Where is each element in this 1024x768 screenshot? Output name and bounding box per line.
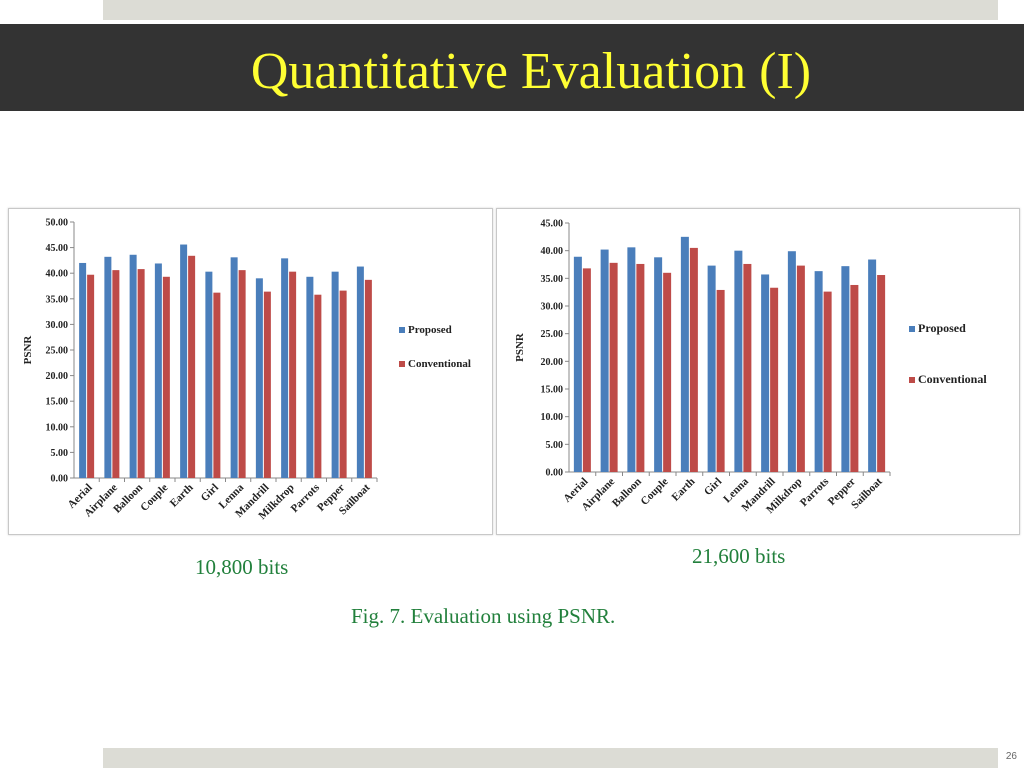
bar-conventional (636, 263, 645, 472)
x-tick-label: Parrots (798, 475, 832, 509)
y-tick-label: 15.00 (541, 385, 564, 396)
x-tick-label: Earth (670, 476, 698, 504)
y-tick-label: 5.00 (51, 448, 69, 459)
x-tick-label: Balloon (610, 476, 644, 510)
bar-conventional (339, 290, 347, 478)
bar-proposed (600, 249, 609, 472)
bar-conventional (364, 279, 372, 478)
y-tick-label: 40.00 (46, 269, 69, 280)
y-tick-label: 20.00 (46, 371, 69, 382)
y-tick-label: 45.00 (46, 243, 69, 254)
x-tick-label: Parrots (289, 481, 323, 515)
bar-conventional (582, 268, 591, 472)
bar-proposed (707, 265, 716, 472)
bar-proposed (761, 274, 770, 472)
bar-proposed (104, 256, 112, 478)
bar-proposed (205, 271, 213, 478)
bar-conventional (796, 265, 805, 472)
y-tick-label: 40.00 (541, 246, 564, 257)
bar-proposed (573, 256, 582, 472)
bar-conventional (162, 276, 170, 478)
bar-conventional (823, 291, 832, 472)
legend-label-proposed: Proposed (918, 321, 966, 335)
caption-21600-bits: 21,600 bits (692, 544, 786, 568)
bar-proposed (154, 263, 162, 478)
bar-proposed (841, 266, 850, 472)
bar-proposed (306, 276, 314, 478)
bar-conventional (289, 271, 297, 478)
bar-proposed (129, 254, 137, 478)
slide-title: Quantitative Evaluation (I) (250, 43, 812, 100)
legend-swatch-conventional (909, 377, 915, 383)
psnr-chart-10800-svg: 0.00 5.00 10.00 15.00 20.00 25.00 30.00 35.00 40… (22, 218, 471, 522)
figure-caption: Fig. 7. Evaluation using PSNR. (351, 604, 616, 628)
y-tick-label: 35.00 (541, 274, 564, 285)
bar-proposed (787, 251, 796, 472)
y-axis-label: PSNR (514, 332, 526, 362)
bar-conventional (689, 247, 698, 472)
bottom-decor-strip (103, 748, 998, 768)
bar-proposed (734, 250, 743, 472)
y-tick-label: 50.00 (46, 218, 69, 229)
bar-conventional (213, 292, 221, 478)
y-tick-label: 30.00 (541, 302, 564, 313)
x-tick-label: Couple (638, 476, 670, 508)
y-tick-label: 20.00 (541, 357, 564, 368)
y-tick-label: 25.00 (541, 329, 564, 340)
psnr-chart-10800: 0.00 5.00 10.00 15.00 20.00 25.00 30.00 35.00 40… (8, 208, 493, 535)
y-tick-label: 10.00 (541, 412, 564, 423)
bar-conventional (877, 275, 886, 472)
bar-conventional (263, 291, 271, 478)
bar-proposed (331, 271, 339, 478)
bar-conventional (314, 294, 322, 478)
legend-label-conventional: Conventional (918, 372, 987, 386)
caption-10800-bits: 10,800 bits (195, 555, 289, 579)
legend-swatch-proposed (399, 327, 405, 333)
psnr-chart-21600-svg: 0.00 5.00 10.00 15.00 20.00 25.00 30.00 35.00 40… (514, 219, 987, 516)
bar-proposed (180, 244, 188, 478)
bar-proposed (255, 278, 263, 478)
title-bar: Quantitative Evaluation (I) (0, 24, 1024, 111)
psnr-chart-21600: 0.00 5.00 10.00 15.00 20.00 25.00 30.00 35.00 40… (496, 208, 1020, 535)
x-tick-label: Couple (138, 482, 170, 514)
y-axis-label: PSNR (22, 335, 34, 365)
x-tick-label: Earth (168, 482, 196, 510)
bar-conventional (137, 269, 145, 478)
bar-proposed (627, 247, 636, 472)
x-tick-label: Girl (702, 476, 724, 498)
top-decor-strip (103, 0, 998, 20)
legend-label-conventional: Conventional (408, 358, 471, 370)
y-tick-label: 10.00 (46, 422, 69, 433)
bar-conventional (716, 289, 725, 472)
bar-proposed (868, 259, 877, 472)
bar-conventional (850, 284, 859, 472)
legend-label-proposed: Proposed (408, 324, 452, 336)
bar-conventional (87, 274, 95, 478)
legend-swatch-conventional (399, 361, 405, 367)
bar-conventional (188, 255, 196, 478)
bar-proposed (680, 236, 689, 472)
bar-conventional (663, 272, 672, 472)
bar-proposed (654, 257, 663, 472)
bar-conventional (770, 287, 779, 472)
y-tick-label: 25.00 (46, 346, 69, 357)
y-tick-label: 15.00 (46, 397, 69, 408)
bar-conventional (609, 262, 618, 472)
y-tick-label: 30.00 (46, 320, 69, 331)
bar-proposed (79, 262, 87, 478)
bar-proposed (230, 257, 238, 478)
bar-proposed (356, 266, 364, 478)
page-number: 26 (1005, 751, 1017, 762)
y-tick-label: 5.00 (546, 440, 564, 451)
bar-proposed (281, 258, 289, 478)
legend-swatch-proposed (909, 326, 915, 332)
bar-conventional (238, 270, 246, 478)
bar-conventional (743, 263, 752, 472)
y-tick-label: 0.00 (51, 474, 69, 485)
y-tick-label: 45.00 (541, 219, 564, 230)
bar-conventional (112, 270, 120, 478)
y-tick-label: 35.00 (46, 294, 69, 305)
y-tick-label: 0.00 (546, 468, 564, 479)
bar-proposed (814, 271, 823, 472)
